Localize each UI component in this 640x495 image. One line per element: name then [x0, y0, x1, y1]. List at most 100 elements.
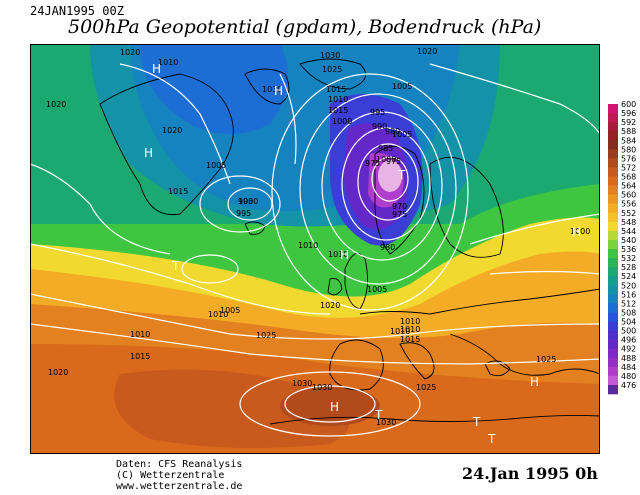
colorbar-swatch [608, 122, 618, 132]
high-pressure-symbol: H [330, 400, 339, 414]
colorbar-swatch [608, 357, 618, 368]
isobar-label: 1010 [400, 317, 420, 326]
field-band-588 [280, 386, 380, 426]
colorbar-tick-label: 548 [621, 218, 636, 227]
colorbar-tick-label: 544 [621, 227, 636, 236]
isobar-label: 1000 [238, 197, 258, 206]
colorbar-swatch [608, 203, 618, 214]
isobar-label: 1005 [392, 82, 412, 91]
credit-line-source: Daten: CFS Reanalysis [116, 459, 243, 470]
colorbar-tick-label: 552 [621, 209, 636, 218]
isobar-label: 980 [385, 127, 400, 136]
isobar-label: 1030 [292, 379, 312, 388]
colorbar-tick-label: 580 [621, 145, 636, 154]
colorbar-tick-label: 540 [621, 236, 636, 245]
isobar-label: 1010 [208, 310, 228, 319]
isobar-label: 1005 [367, 285, 387, 294]
colorbar-swatch [608, 375, 618, 386]
isobar-label: 995 [238, 197, 253, 206]
low-pressure-symbol: T [397, 168, 406, 182]
colorbar-tick-label: 528 [621, 263, 636, 272]
colorbar-tick-label: 496 [621, 336, 636, 345]
isobar-label: 1030 [262, 85, 282, 94]
colorbar-tick-label: 592 [621, 118, 636, 127]
colorbar-tick-label: 484 [621, 363, 636, 372]
field-core-476 [378, 160, 402, 192]
isobar-label: 1020 [46, 100, 66, 109]
isobar-label: 1030 [320, 51, 340, 60]
isobar-label: 1015 [400, 335, 420, 344]
colorbar-tick-label: 476 [621, 381, 636, 390]
colorbar-tick-label: 516 [621, 290, 636, 299]
isobar-label: 1010 [400, 325, 420, 334]
isobar-label: 1005 [206, 161, 226, 170]
isobar-label: 1025 [416, 383, 436, 392]
isobar-label: 1030 [312, 383, 332, 392]
colorbar-tick-label: 504 [621, 318, 636, 327]
isobar-label: 1030 [376, 418, 396, 427]
colorbar-tick-label: 488 [621, 354, 636, 363]
colorbar-tick-label: 480 [621, 372, 636, 381]
colorbar-swatch [608, 384, 618, 395]
isobar-label: 975 [386, 157, 401, 166]
colorbar-tick-label: 520 [621, 281, 636, 290]
isobar-label: 1010 [390, 327, 410, 336]
isobar-label: 1010 [328, 95, 348, 104]
colorbar-tick-label: 568 [621, 173, 636, 182]
valid-date: 24.Jan 1995 0h [462, 464, 598, 483]
colorbar-swatch [608, 312, 618, 322]
colorbar-swatch [608, 249, 618, 259]
date-code: 24JAN1995 00Z [30, 4, 124, 18]
isobar-label: 1000 [332, 117, 352, 126]
isobar-label: 1010 [158, 58, 178, 67]
credit-line-website: www.wetterzentrale.de [116, 481, 243, 492]
isobar-label: 1015 [130, 352, 150, 361]
data-credits: Daten: CFS Reanalysis (C) Wetterzentrale… [116, 459, 242, 492]
isobar-label: 1020 [48, 368, 68, 377]
map-frame [30, 44, 600, 454]
colorbar-swatch [608, 258, 618, 268]
colorbar-swatch [608, 104, 618, 114]
isobar-label: 985 [378, 144, 393, 153]
isobar-label: 1020 [320, 301, 340, 310]
colorbar-tick-label: 564 [621, 182, 636, 191]
isobar-label: 990 [372, 122, 387, 131]
colorbar-swatch [608, 167, 618, 177]
isobar-label: 1005 [392, 130, 412, 139]
high-pressure-symbol: H [572, 225, 581, 239]
low-pressure-symbol: T [487, 432, 496, 446]
colorbar-tick-label: 576 [621, 154, 636, 163]
colorbar-swatch [608, 140, 618, 150]
colorbar-tick-label: 532 [621, 254, 636, 263]
colorbar-swatch [608, 131, 618, 141]
colorbar-tick-label: 500 [621, 327, 636, 336]
high-pressure-symbol: H [530, 375, 539, 389]
isobar-label: 1010 [298, 241, 318, 250]
colorbar-tick-label: 556 [621, 200, 636, 209]
colorbar-tick-label: 512 [621, 299, 636, 308]
isobar-label: 1005 [220, 306, 240, 315]
isobar-label: 1025 [256, 331, 276, 340]
colorbar: 6005965925885845805765725685645605565525… [608, 100, 636, 395]
colorbar-swatch [608, 158, 618, 168]
high-pressure-symbol: H [274, 84, 283, 98]
isobar-label: 1025 [322, 65, 342, 74]
colorbar-swatch [608, 294, 618, 304]
colorbar-tick-label: 492 [621, 345, 636, 354]
isobar-label: 995 [370, 108, 385, 117]
high-pressure-symbol: H [152, 62, 161, 76]
colorbar-ticks: 6005965925885845805765725685645605565525… [621, 100, 636, 390]
isobar-label: 975 [365, 159, 380, 168]
isobar-label: 1020 [417, 47, 437, 56]
colorbar-swatch [608, 212, 618, 223]
colorbar-tick-label: 584 [621, 136, 636, 145]
field-band-508a [140, 44, 288, 134]
colorbar-tick-label: 524 [621, 272, 636, 281]
credit-line-copyright: (C) Wetterzentrale [116, 470, 225, 481]
colorbar-tick-label: 560 [621, 191, 636, 200]
colorbar-swatch [608, 321, 618, 331]
colorbar-swatch [608, 276, 618, 286]
map-title: 500hPa Geopotential (gpdam), Bodendruck … [68, 16, 542, 38]
